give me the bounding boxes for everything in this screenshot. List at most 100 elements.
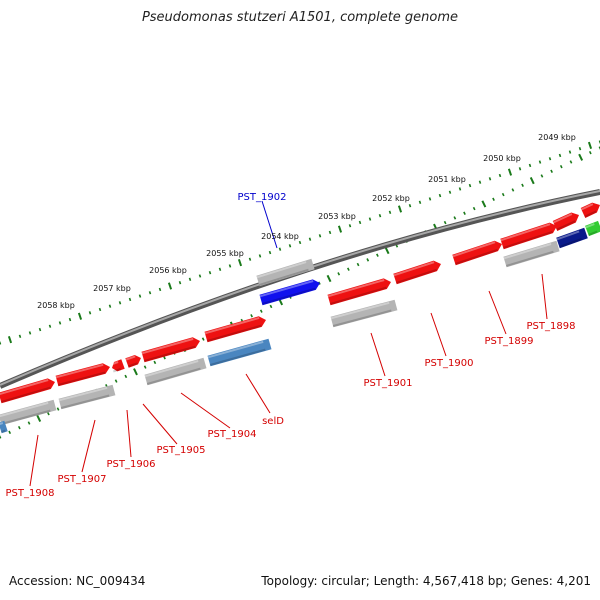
inner-tick [521,183,524,187]
outer-tick [188,277,192,282]
gene-block [58,384,116,410]
genome-title: Pseudomonas stutzeri A1501, complete gen… [141,10,459,25]
outer-tick [488,177,492,181]
outer-tick [478,180,482,184]
gene-shadow [146,367,201,385]
inner-tick [559,164,563,169]
inner-tick [0,435,2,439]
kbp-label: 2055 kbp [206,249,244,258]
inner-tick [347,267,350,271]
leader-line [81,419,96,473]
gene-shadow [588,230,598,236]
gene-block [259,279,320,306]
leader-line [142,403,178,445]
gene-labels: PST_1902 PST_1908PST_1907PST_1906PST_1905… [6,192,576,499]
gene-highlight [330,301,390,320]
gene-shadow [143,345,196,362]
inner-tick [124,374,128,379]
inner-tick [114,379,118,383]
gene-shadow [559,237,583,248]
accession-label: Accession: NC_009434 [9,574,146,588]
gene-label: PST_1907 [58,474,107,485]
inner-tick [133,368,138,376]
outer-tick [507,168,513,176]
leader-line [430,312,447,357]
gene-block [452,240,502,266]
leader-line [126,409,132,458]
gene-features [0,202,600,434]
inner-tick [492,197,495,201]
inner-tick [27,421,31,425]
inner-tick [143,365,147,369]
gene-label: PST_1904 [208,429,257,440]
inner-tick [384,246,390,255]
outer-tick [77,312,83,320]
gene-shadow [0,409,51,425]
outer-tick [237,258,243,267]
gene-highlight [110,361,119,366]
outer-tick [558,153,562,158]
outer-tick [408,203,412,208]
gene-block [0,378,55,404]
outer-tick [228,264,232,268]
gene-label: PST_1906 [107,459,156,470]
gene-block [125,355,141,368]
outer-tick [167,282,173,290]
inner-tick [569,160,573,164]
outer-tick [128,297,132,302]
leader-line [488,290,507,335]
gene-label: PST_1898 [527,321,576,332]
gene-highlight [125,355,136,361]
gene-shadow [502,230,553,249]
inner-tick [511,188,515,192]
outer-tick [438,193,442,198]
inner-tick [163,356,166,360]
gene-block [330,299,398,328]
inner-tick [36,414,42,422]
outer-tick [587,141,593,149]
gene-shadow [556,220,576,231]
outer-tick [428,197,432,201]
gene-highlight [259,280,314,298]
gene-label: PST_1900 [425,358,474,369]
kbp-label: 2054 kbp [261,232,299,241]
gene-highlight [580,203,594,211]
outer-tick [448,190,452,194]
outer-tick [458,187,462,191]
outer-tick [308,237,312,241]
inner-tick [8,430,12,435]
outer-tick [48,324,52,328]
inner-tick [326,274,332,283]
gene-block [0,420,8,434]
gene-shadow [329,286,387,305]
outer-tick [348,224,352,228]
gene-block [585,220,600,237]
inner-tick [201,337,205,341]
outer-tick [337,225,343,233]
outer-tick [158,287,162,292]
genome-summary: Topology: circular; Length: 4,567,418 bp… [261,574,591,588]
inner-tick [463,211,466,215]
gene-shadow [112,367,121,373]
leader-line [261,200,278,249]
kbp-label: 2053 kbp [318,212,356,221]
gene-label: PST_1908 [6,488,55,499]
outer-tick [28,331,32,335]
outer-tick [518,167,522,171]
inner-tick [337,272,341,276]
leader-line [541,273,548,320]
gene-highlight [327,279,385,298]
gene-shadow [454,248,498,265]
gene-highlight [503,243,552,260]
gene-highlight [556,230,580,241]
gene-shadow [258,268,309,286]
kbp-label: 2057 kbp [93,284,131,293]
outer-tick [208,270,212,275]
gene-block [556,227,588,249]
gene-highlight [0,401,49,418]
inner-tick [540,174,544,178]
outer-tick [368,217,372,221]
outer-tick [108,304,112,308]
gene-shadow [332,309,392,327]
